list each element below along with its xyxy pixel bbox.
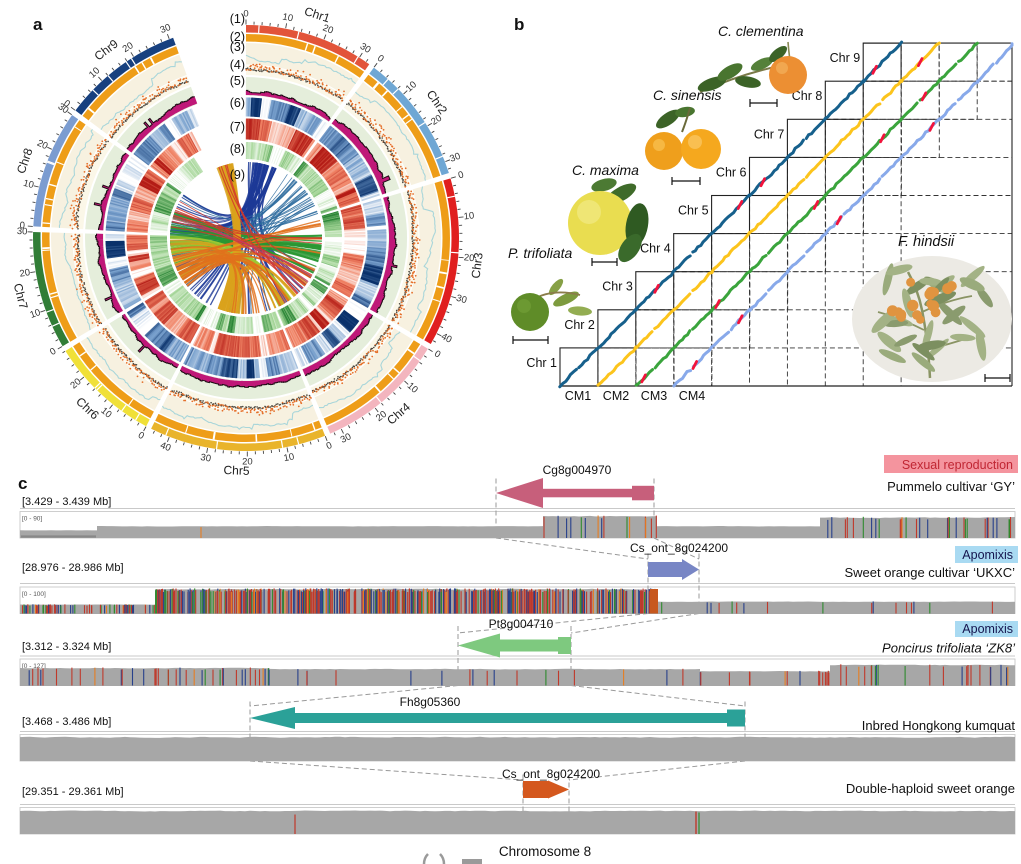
svg-text:(7): (7)	[230, 120, 245, 134]
svg-text:CM3: CM3	[641, 389, 667, 403]
svg-text:30: 30	[448, 151, 462, 165]
svg-text:10: 10	[22, 178, 35, 191]
svg-text:Poncirus trifoliata ‘ZK8’: Poncirus trifoliata ‘ZK8’	[882, 641, 1016, 656]
svg-text:C. maxima: C. maxima	[572, 162, 639, 178]
svg-text:Fh8g05360: Fh8g05360	[400, 695, 461, 709]
svg-text:30: 30	[159, 22, 173, 36]
svg-text:[0 - 90]: [0 - 90]	[22, 516, 42, 523]
svg-text:Chromosome 8: Chromosome 8	[499, 844, 591, 859]
svg-text:F. hindsii: F. hindsii	[898, 234, 955, 250]
svg-text:Chr 6: Chr 6	[716, 165, 747, 179]
svg-text:30: 30	[358, 41, 373, 56]
svg-text:(2): (2)	[230, 30, 245, 44]
svg-text:(4): (4)	[230, 58, 245, 72]
svg-text:(6): (6)	[230, 96, 245, 110]
svg-text:[0 - 100]: [0 - 100]	[22, 591, 46, 598]
svg-text:20: 20	[374, 409, 389, 424]
svg-text:Cs_ont_8g024200: Cs_ont_8g024200	[630, 541, 728, 555]
svg-text:10: 10	[283, 451, 295, 464]
svg-text:C. clementina: C. clementina	[718, 23, 804, 39]
svg-text:Apomixis: Apomixis	[962, 548, 1013, 562]
svg-text:(9): (9)	[230, 168, 245, 182]
svg-text:Chr 9: Chr 9	[830, 51, 861, 65]
svg-text:CM1: CM1	[565, 389, 591, 403]
svg-text:20: 20	[121, 40, 136, 55]
svg-text:10: 10	[281, 12, 293, 25]
svg-text:0: 0	[48, 346, 58, 358]
svg-text:Sweet orange cultivar ‘UKXC’: Sweet orange cultivar ‘UKXC’	[844, 565, 1015, 580]
svg-text:CM4: CM4	[679, 389, 705, 403]
svg-text:Chr 2: Chr 2	[564, 318, 595, 332]
svg-text:[3.312 - 3.324 Mb]: [3.312 - 3.324 Mb]	[22, 641, 111, 653]
svg-text:Chr 3: Chr 3	[602, 280, 633, 294]
svg-text:0: 0	[375, 53, 386, 65]
svg-text:20: 20	[19, 267, 31, 280]
svg-text:Cg8g004970: Cg8g004970	[543, 463, 612, 477]
svg-text:20: 20	[242, 457, 253, 468]
svg-text:[28.976 - 28.986 Mb]: [28.976 - 28.986 Mb]	[22, 562, 124, 574]
svg-text:c: c	[18, 474, 27, 493]
svg-text:a: a	[33, 15, 43, 34]
svg-text:Pt8g004710: Pt8g004710	[489, 617, 554, 631]
svg-text:20: 20	[35, 138, 49, 152]
svg-text:30: 30	[17, 226, 28, 237]
svg-text:20: 20	[429, 113, 444, 128]
svg-text:Inbred Hongkong kumquat: Inbred Hongkong kumquat	[862, 718, 1016, 733]
svg-text:Chr7: Chr7	[11, 282, 31, 311]
svg-text:0: 0	[432, 348, 442, 360]
svg-text:(5): (5)	[230, 74, 245, 88]
svg-text:Pummelo cultivar ‘GY’: Pummelo cultivar ‘GY’	[887, 479, 1015, 494]
svg-text:CM2: CM2	[603, 389, 629, 403]
svg-text:[0 - 127]: [0 - 127]	[22, 663, 46, 670]
svg-text:30: 30	[56, 101, 71, 116]
svg-text:(3): (3)	[230, 40, 245, 54]
svg-text:0: 0	[243, 9, 248, 20]
svg-text:0: 0	[457, 169, 465, 181]
svg-text:b: b	[514, 15, 524, 34]
svg-text:[3.429 - 3.439 Mb]: [3.429 - 3.439 Mb]	[22, 496, 111, 508]
svg-text:0: 0	[136, 430, 146, 442]
svg-text:0: 0	[325, 440, 334, 452]
svg-text:40: 40	[158, 440, 172, 454]
svg-text:(8): (8)	[230, 142, 245, 156]
svg-text:30: 30	[339, 431, 353, 446]
svg-text:30: 30	[455, 293, 468, 306]
svg-text:10: 10	[28, 307, 42, 321]
svg-text:0: 0	[61, 98, 72, 110]
svg-text:[29.351 - 29.361 Mb]: [29.351 - 29.361 Mb]	[22, 786, 124, 798]
svg-text:(1): (1)	[230, 12, 245, 26]
svg-text:10: 10	[463, 210, 475, 222]
svg-text:Cs_ont_8g024200: Cs_ont_8g024200	[502, 767, 600, 781]
svg-text:Sexual reproduction: Sexual reproduction	[902, 458, 1013, 472]
svg-text:Chr 8: Chr 8	[792, 89, 823, 103]
svg-text:Chr 7: Chr 7	[754, 127, 785, 141]
svg-text:20: 20	[463, 252, 474, 264]
svg-text:40: 40	[439, 331, 453, 346]
svg-text:P. trifoliata: P. trifoliata	[508, 245, 573, 261]
svg-text:30: 30	[200, 452, 212, 465]
svg-text:Chr3: Chr3	[469, 251, 486, 279]
svg-text:Chr 1: Chr 1	[526, 356, 557, 370]
svg-text:Double-haploid sweet orange: Double-haploid sweet orange	[846, 781, 1015, 796]
svg-text:20: 20	[321, 22, 335, 36]
svg-text:[3.468 - 3.486 Mb]: [3.468 - 3.486 Mb]	[22, 716, 111, 728]
svg-text:Chr 5: Chr 5	[678, 204, 709, 218]
svg-text:Apomixis: Apomixis	[962, 622, 1013, 636]
svg-text:0: 0	[19, 220, 25, 231]
svg-text:Chr 4: Chr 4	[640, 242, 671, 256]
svg-text:Chr5: Chr5	[223, 463, 250, 478]
